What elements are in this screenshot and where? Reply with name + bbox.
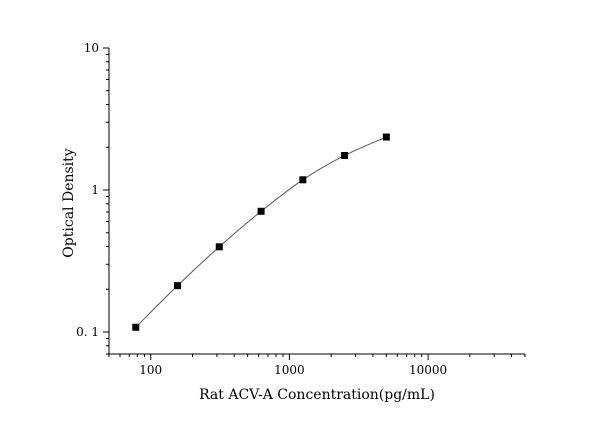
y-tick-label: 1 bbox=[91, 183, 99, 197]
data-point bbox=[299, 176, 307, 184]
axes bbox=[108, 48, 525, 355]
data-point bbox=[132, 323, 140, 331]
data-point bbox=[382, 133, 390, 141]
data-point bbox=[341, 151, 349, 159]
x-tick-label: 100 bbox=[139, 363, 162, 377]
data-point bbox=[215, 243, 223, 251]
y-tick-label: 0. 1 bbox=[76, 325, 99, 339]
x-axis-label: Rat ACV-A Concentration(pg/mL) bbox=[199, 387, 435, 403]
y-tick-label: 10 bbox=[84, 41, 99, 55]
fit-curve-layer bbox=[135, 136, 387, 328]
fit-curve-line bbox=[135, 136, 387, 328]
y-axis-label: Optical Density bbox=[61, 148, 77, 257]
ticks: 100 1000 10000 0. 1 1 10 bbox=[76, 41, 526, 377]
data-point bbox=[257, 207, 265, 215]
x-tick-label: 10000 bbox=[409, 363, 447, 377]
data-point bbox=[174, 282, 182, 290]
x-tick-label: 1000 bbox=[274, 363, 305, 377]
points-layer bbox=[132, 133, 390, 331]
